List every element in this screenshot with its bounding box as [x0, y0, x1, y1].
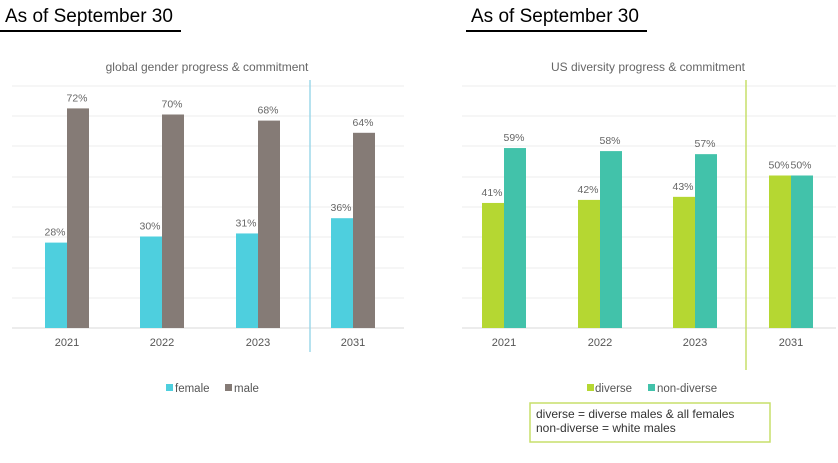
gender-tick-2023: 2023 [246, 337, 270, 349]
gender-value-label: 36% [330, 202, 351, 214]
gender-tick-2031: 2031 [341, 337, 365, 349]
gender-bar-male-2023 [258, 120, 280, 328]
gender-legend-swatch-male [225, 384, 232, 391]
definition-note-box [529, 402, 771, 443]
diversity-value-label: 50% [790, 160, 811, 172]
diversity-value-label: 43% [672, 181, 693, 193]
diversity-legend-swatch-non-diverse [648, 384, 655, 391]
gender-legend-label-female: female [175, 383, 210, 395]
diversity-value-label: 41% [481, 187, 502, 199]
diversity-legend-swatch-diverse [587, 384, 594, 391]
gender-bar-male-2021 [67, 108, 89, 329]
definition-note-line: diverse = diverse males & all females [536, 407, 734, 421]
gender-tick-2022: 2022 [150, 337, 174, 349]
diversity-value-label: 59% [503, 132, 524, 144]
gender-legend-label-male: male [234, 383, 259, 395]
diversity-tick-2023: 2023 [683, 337, 707, 349]
gender-chart-title: global gender progress & commitment [106, 60, 309, 74]
diversity-bar-non-diverse-2021 [504, 148, 526, 328]
definition-note-line: non-diverse = white males [536, 421, 676, 435]
gender-value-label: 70% [161, 99, 182, 111]
gender-value-label: 28% [44, 227, 65, 239]
diversity-bar-diverse-2023 [673, 196, 695, 328]
diversity-bar-diverse-2022 [578, 199, 600, 328]
diversity-bar-non-diverse-2023 [695, 154, 717, 328]
diversity-value-label: 42% [577, 184, 598, 196]
diversity-legend-label-diverse: diverse [595, 383, 632, 395]
gender-bar-female-2021 [45, 242, 67, 328]
diversity-tick-2031: 2031 [779, 337, 803, 349]
gender-value-label: 30% [139, 221, 160, 233]
left-heading: As of September 30 [0, 6, 181, 32]
diversity-bar-non-diverse-2031 [791, 175, 813, 328]
diversity-bar-diverse-2031 [769, 175, 791, 328]
gender-value-label: 31% [235, 217, 256, 229]
gender-value-label: 64% [352, 117, 373, 129]
gender-legend-swatch-female [166, 384, 173, 391]
diversity-bar-diverse-2021 [482, 202, 504, 328]
gender-value-label: 68% [257, 105, 278, 117]
diversity-chart-title: US diversity progress & commitment [551, 60, 746, 74]
diversity-tick-2022: 2022 [588, 337, 612, 349]
diversity-tick-2021: 2021 [492, 337, 516, 349]
gender-bar-female-2022 [140, 236, 162, 328]
diversity-legend-label-non-diverse: non-diverse [657, 383, 717, 395]
gender-bar-male-2022 [162, 114, 184, 328]
gender-value-label: 72% [66, 92, 87, 104]
diversity-bar-non-diverse-2022 [600, 151, 622, 328]
gender-bar-male-2031 [353, 132, 375, 328]
gender-tick-2021: 2021 [55, 337, 79, 349]
diversity-value-label: 57% [694, 138, 715, 150]
diversity-value-label: 58% [599, 135, 620, 147]
gender-bar-female-2023 [236, 233, 258, 328]
diversity-value-label: 50% [768, 160, 789, 172]
right-heading: As of September 30 [466, 6, 647, 32]
gender-bar-female-2031 [331, 218, 353, 328]
